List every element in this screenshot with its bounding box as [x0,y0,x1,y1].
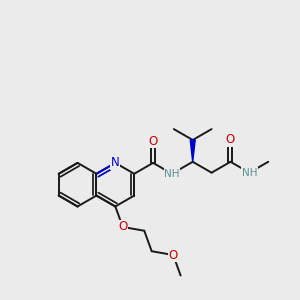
Text: O: O [226,134,235,146]
Text: NH: NH [164,169,180,179]
Text: O: O [118,220,128,233]
Text: O: O [148,135,158,148]
Text: N: N [111,156,120,170]
Text: O: O [169,248,178,262]
Polygon shape [190,140,195,162]
Text: NH: NH [242,168,257,178]
